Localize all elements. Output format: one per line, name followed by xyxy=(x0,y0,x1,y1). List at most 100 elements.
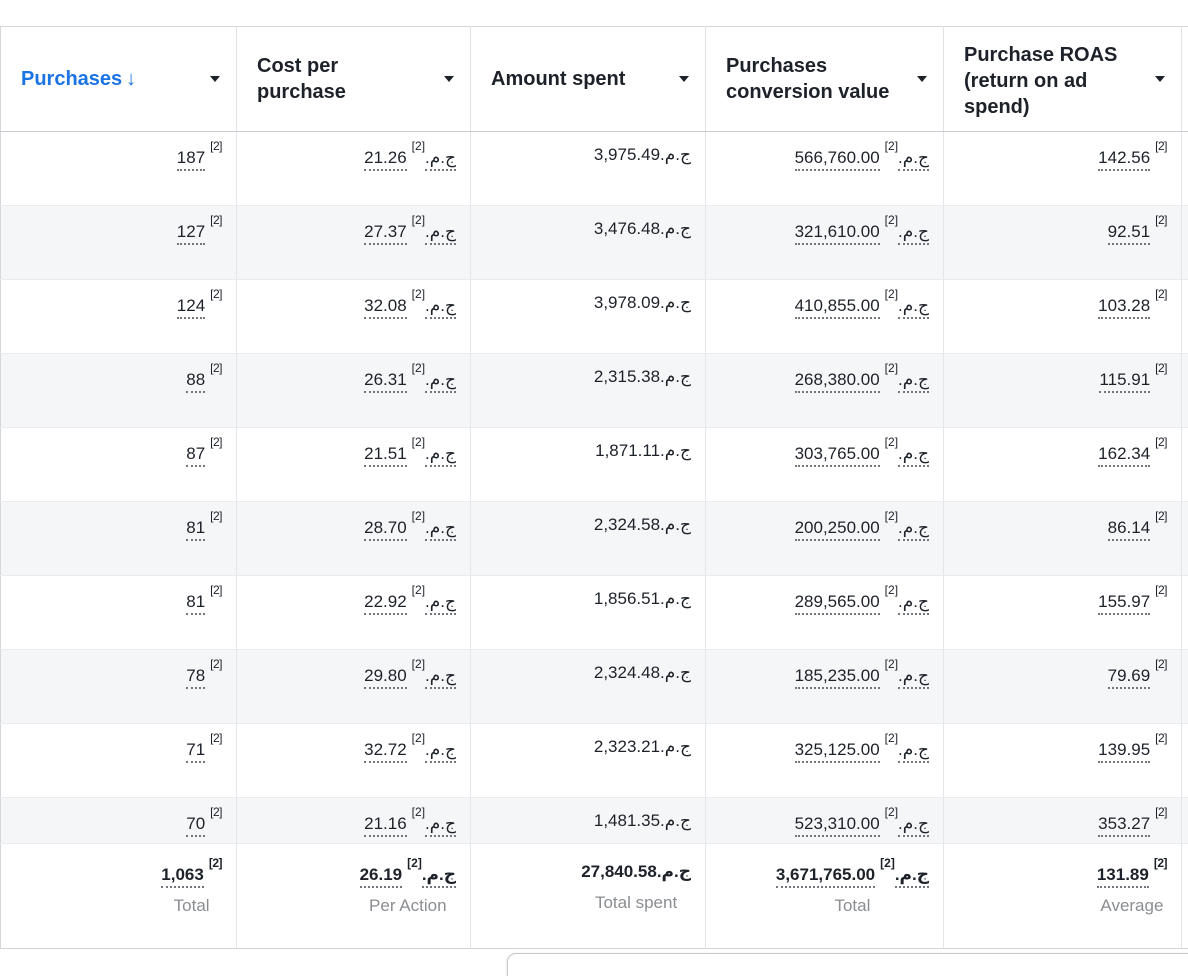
footnote-marker: [2] xyxy=(411,509,426,523)
cell-conversion_value: 289,565.00 ‏ج.م.‏[2] xyxy=(705,575,944,650)
metric-value-cost_per_purchase[interactable]: 26.31 ‏ج.م.‏ xyxy=(364,369,456,393)
metric-value-cost_per_purchase[interactable]: 32.08 ‏ج.م.‏ xyxy=(364,295,456,319)
metric-value-roas[interactable]: 92.51 xyxy=(1107,221,1151,245)
metric-value-roas[interactable]: 353.27 xyxy=(1098,813,1151,837)
metric-value-conversion_value[interactable]: 410,855.00 ‏ج.م.‏ xyxy=(794,295,929,319)
metric-number: 325,125.00 xyxy=(794,739,880,759)
metric-value-purchases[interactable]: 81 xyxy=(186,591,206,615)
metric-value-conversion_value[interactable]: 566,760.00 ‏ج.م.‏ xyxy=(794,147,929,171)
footnote-marker: [2] xyxy=(884,361,899,375)
currency-suffix-egp: ‏ج.م.‏ xyxy=(898,739,929,759)
column-menu-chevron-down-icon[interactable] xyxy=(679,76,689,82)
cell-amount_spent: 2,315.38‏ج.م.‏ xyxy=(470,353,706,428)
metric-value-purchases[interactable]: 1,063 xyxy=(161,864,204,888)
metric-value-conversion_value[interactable]: 268,380.00 ‏ج.م.‏ xyxy=(794,369,929,393)
footnote-marker: [2] xyxy=(1155,213,1167,227)
metric-value-conversion_value[interactable]: 200,250.00 ‏ج.م.‏ xyxy=(794,517,929,541)
metric-value-conversion_value[interactable]: 325,125.00 ‏ج.م.‏ xyxy=(794,739,929,763)
currency-suffix-egp: ‏ج.م.‏ xyxy=(425,591,456,611)
column-header-label: Purchases conversion value xyxy=(726,55,890,103)
footnote-marker: [2] xyxy=(411,139,426,153)
metric-value-purchases[interactable]: 87 xyxy=(186,443,206,467)
currency-suffix-egp: ‏ج.م.‏ xyxy=(660,737,691,756)
table-row: 71[2] 32.72 ‏ج.م.‏[2] 2,323.21‏ج.م.‏ 325,125… xyxy=(0,723,1188,798)
column-header-roas[interactable]: Purchase ROAS (return on ad spend) xyxy=(943,26,1182,132)
metric-value-purchases[interactable]: 88 xyxy=(186,369,206,393)
metric-value-conversion_value[interactable]: 321,610.00 ‏ج.م.‏ xyxy=(794,221,929,245)
cell-amount_spent: 1,856.51‏ج.م.‏ xyxy=(470,575,706,650)
cell-amount_spent: 1,871.11‏ج.م.‏ xyxy=(470,427,706,502)
metric-value-roas[interactable]: 142.56 xyxy=(1098,147,1151,171)
footnote-marker: [2] xyxy=(210,583,222,597)
metric-value-cost_per_purchase[interactable]: 27.37 ‏ج.م.‏ xyxy=(364,221,456,245)
metric-value-purchases[interactable]: 81 xyxy=(186,517,206,541)
metric-value-purchases[interactable]: 187 xyxy=(176,147,206,171)
metric-value-roas[interactable]: 86.14 xyxy=(1107,517,1151,541)
column-header-amount_spent[interactable]: Amount spent xyxy=(470,26,706,132)
column-header-cost_per_purchase[interactable]: Cost per purchase xyxy=(236,26,471,132)
metric-value-roas[interactable]: 79.69 xyxy=(1107,665,1151,689)
metric-value-cost_per_purchase[interactable]: 29.80 ‏ج.م.‏ xyxy=(364,665,456,689)
footnote-marker: [2] xyxy=(210,287,222,301)
cell-roas: 92.51 [2] xyxy=(943,205,1182,280)
metric-value-conversion_value[interactable]: 523,310.00 ‏ج.م.‏ xyxy=(794,813,929,837)
metric-value-amount_spent: 1,871.11‏ج.م.‏ xyxy=(595,441,691,460)
column-menu-chevron-down-icon[interactable] xyxy=(444,76,454,82)
column-menu-chevron-down-icon[interactable] xyxy=(917,76,927,82)
column-header-conversion_value[interactable]: Purchases conversion value xyxy=(705,26,944,132)
metric-value-roas[interactable]: 115.91 xyxy=(1099,369,1151,393)
metric-value-conversion_value[interactable]: 289,565.00 ‏ج.م.‏ xyxy=(794,591,929,615)
footnote-marker: [2] xyxy=(407,856,422,870)
metric-number: 115.91 xyxy=(1099,369,1151,389)
column-menu-chevron-down-icon[interactable] xyxy=(1155,76,1165,82)
metric-value-conversion_value[interactable]: 303,765.00 ‏ج.م.‏ xyxy=(794,443,929,467)
metric-value-roas[interactable]: 139.95 xyxy=(1098,739,1151,763)
cell-purchases: 71 [2] xyxy=(0,723,237,798)
metric-value-purchases[interactable]: 71 xyxy=(186,739,206,763)
metric-number: 21.26 xyxy=(364,147,407,167)
metric-value-cost_per_purchase[interactable]: 32.72 ‏ج.م.‏ xyxy=(364,739,456,763)
metric-value-conversion_value[interactable]: 185,235.00 ‏ج.م.‏ xyxy=(794,665,929,689)
metric-value-purchases[interactable]: 127 xyxy=(176,221,206,245)
metric-number: 103.28 xyxy=(1098,295,1151,315)
footnote-marker: [2] xyxy=(210,213,222,227)
metric-value-purchases[interactable]: 78 xyxy=(186,665,206,689)
metric-value-purchases[interactable]: 124 xyxy=(176,295,206,319)
clipped-next-column-cell xyxy=(1181,131,1188,206)
metric-value-cost_per_purchase[interactable]: 22.92 ‏ج.م.‏ xyxy=(364,591,456,615)
metric-value-roas[interactable]: 103.28 xyxy=(1098,295,1151,319)
column-header-purchases[interactable]: Purchases ↓ xyxy=(0,26,237,132)
metric-value-cost_per_purchase[interactable]: 21.16 ‏ج.م.‏ xyxy=(364,813,456,837)
metric-value-cost_per_purchase[interactable]: 21.26 ‏ج.م.‏ xyxy=(364,147,456,171)
metric-value-roas[interactable]: 155.97 xyxy=(1098,591,1151,615)
metric-number: 410,855.00 xyxy=(794,295,880,315)
footnote-marker: [2] xyxy=(210,805,222,819)
footnote-marker: [2] xyxy=(1155,657,1167,671)
currency-suffix-egp: ‏ج.م.‏ xyxy=(898,665,929,685)
column-menu-chevron-down-icon[interactable] xyxy=(210,76,220,82)
metric-number: 523,310.00 xyxy=(794,813,880,833)
currency-suffix-egp: ‏ج.م.‏ xyxy=(898,443,929,463)
total-value-block: 27,840.58‏ج.م.‏ Total spent xyxy=(581,862,691,913)
footnote-marker: [2] xyxy=(884,805,899,819)
horizontal-scrollbar[interactable] xyxy=(507,953,1188,976)
metric-number: 22.92 xyxy=(364,591,407,611)
metric-number: 162.34 xyxy=(1098,443,1151,463)
header-row: Purchases ↓ Cost per purchase Amount spent P… xyxy=(0,26,1188,132)
cell-roas: 142.56 [2] xyxy=(943,131,1182,206)
metric-value-roas[interactable]: 162.34 xyxy=(1098,443,1151,467)
footnote-marker: [2] xyxy=(1155,287,1167,301)
metric-value-purchases[interactable]: 70 xyxy=(186,813,206,837)
clipped-next-column-cell xyxy=(1181,649,1188,724)
cell-conversion_value: 303,765.00 ‏ج.م.‏[2] xyxy=(705,427,944,502)
metric-number: 26.31 xyxy=(364,369,407,389)
cell-conversion_value: 185,235.00 ‏ج.م.‏[2] xyxy=(705,649,944,724)
metric-value-cost_per_purchase[interactable]: 21.51 ‏ج.م.‏ xyxy=(364,443,456,467)
footnote-marker: [2] xyxy=(210,435,222,449)
metric-number: 32.72 xyxy=(364,739,407,759)
metric-value-conversion_value[interactable]: 3,671,765.00 ‏ج.م.‏ xyxy=(775,864,929,888)
metric-value-cost_per_purchase[interactable]: 26.19 ‏ج.م.‏ xyxy=(359,864,456,888)
metric-value-roas[interactable]: 131.89 xyxy=(1096,864,1149,888)
currency-suffix-egp: ‏ج.م.‏ xyxy=(660,589,691,608)
metric-value-cost_per_purchase[interactable]: 28.70 ‏ج.م.‏ xyxy=(364,517,456,541)
